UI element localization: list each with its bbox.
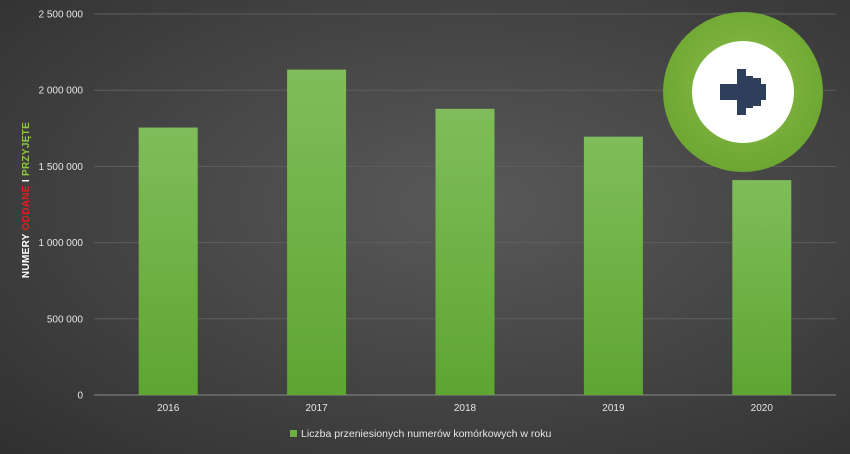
arrow-right-icon xyxy=(720,69,766,115)
x-tick-label: 2018 xyxy=(454,403,477,414)
bar-2016 xyxy=(138,127,198,396)
y-tick-label: 1 000 000 xyxy=(39,238,84,249)
y-tick-label: 0 xyxy=(77,391,83,402)
y-axis-label: NUMERY ODDANE I PRZYJĘTE xyxy=(21,122,32,278)
bar-2018 xyxy=(435,108,495,396)
y-tick-label: 2 500 000 xyxy=(39,10,84,21)
y-tick-label: 500 000 xyxy=(47,314,84,325)
y-tick-label: 2 000 000 xyxy=(39,86,84,97)
x-tick-label: 2020 xyxy=(751,403,774,414)
x-tick-label: 2016 xyxy=(157,403,180,414)
legend-label: Liczba przeniesionych numerów komórkowyc… xyxy=(301,428,552,440)
bar-2017 xyxy=(287,69,347,395)
x-tick-label: 2019 xyxy=(602,403,625,414)
y-axis-label-part-4: PRZYJĘTE xyxy=(21,122,32,176)
legend-swatch xyxy=(290,430,297,437)
y-tick-label: 1 500 000 xyxy=(39,162,84,173)
y-axis-label-part-1: NUMERY xyxy=(21,230,32,278)
bar-2020 xyxy=(732,180,792,395)
y-axis-ticks: 0 500 000 1 000 000 1 500 000 2 000 000 2 500… xyxy=(39,10,84,402)
bars xyxy=(138,69,792,396)
bar-2019 xyxy=(583,136,643,395)
arrow-badge[interactable] xyxy=(663,12,823,172)
x-tick-label: 2017 xyxy=(305,403,328,414)
legend: Liczba przeniesionych numerów komórkowyc… xyxy=(290,428,552,440)
y-axis-label-part-2: ODDANE xyxy=(21,185,32,230)
x-axis-ticks: 2016 2017 2018 2019 2020 xyxy=(157,403,773,414)
y-axis-label-part-3: I xyxy=(21,176,32,185)
